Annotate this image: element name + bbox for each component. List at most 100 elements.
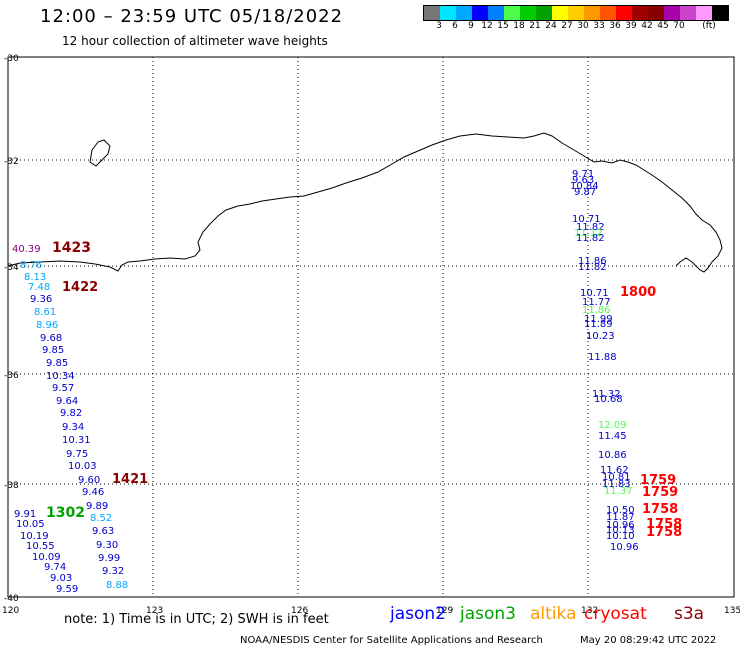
wave-height-value: 11.77 — [582, 297, 611, 308]
color-scale-label: 42 — [641, 21, 653, 31]
wave-height-value: 9.63 — [92, 526, 114, 537]
color-swatch — [424, 6, 440, 20]
color-scale-label: (ft) — [702, 21, 716, 31]
pass-time-label: 1758 — [642, 502, 678, 517]
color-swatch — [504, 6, 520, 20]
legend-jason3: jason3 — [460, 604, 516, 624]
wave-height-value: 9.30 — [96, 540, 118, 551]
pass-time-label: 1422 — [62, 280, 98, 295]
wave-height-value: 7.48 — [28, 282, 50, 293]
color-swatch — [600, 6, 616, 20]
wave-height-value: 11.89 — [584, 319, 613, 330]
wave-height-value: 10.71 — [580, 288, 609, 299]
wave-height-value: 9.74 — [44, 562, 66, 573]
pass-time-label: 1758 — [646, 525, 682, 540]
wave-height-value: 11.82 — [578, 262, 607, 273]
wave-height-value: 10.05 — [16, 519, 45, 530]
wave-height-value: 11.86 — [582, 305, 611, 316]
wave-height-value: 9.82 — [60, 408, 82, 419]
wave-height-value: 9.89 — [86, 501, 108, 512]
east-wave-points: 9.719.6310.849.8710.7111.8211.1211.8211.… — [570, 169, 639, 553]
pass-time-label: 1758 — [646, 517, 682, 532]
wave-height-value: 11.12 — [574, 228, 603, 239]
coastline — [7, 132, 723, 273]
axis-labels: -30 -32 -34 -36 -38 -40 120 123 126 129 … — [2, 54, 740, 616]
wave-height-value: 10.86 — [598, 450, 627, 461]
wave-height-value: 9.36 — [30, 294, 52, 305]
color-swatch — [568, 6, 584, 20]
wave-height-value: 9.85 — [42, 345, 64, 356]
pass-time-label: 1759 — [642, 485, 678, 500]
pass-time-label: 1800 — [620, 285, 656, 300]
x-label-126: 126 — [291, 606, 308, 616]
y-label-32: -32 — [4, 157, 19, 167]
wave-height-value: 9.64 — [56, 396, 78, 407]
wave-height-value: 11.82 — [576, 233, 605, 244]
y-label-36: -36 — [4, 371, 19, 381]
color-swatch — [680, 6, 696, 20]
wave-height-value: 9.71 — [572, 169, 594, 180]
wave-height-value: 11.32 — [592, 389, 621, 400]
wave-height-value: 10.55 — [26, 541, 55, 552]
pass-time-label: 1421 — [112, 472, 148, 487]
wave-height-value: 11.37 — [604, 486, 633, 497]
color-swatch — [472, 6, 488, 20]
color-swatch — [488, 6, 504, 20]
color-scale-label: 70 — [673, 21, 685, 31]
color-swatch — [440, 6, 456, 20]
wave-height-value: 9.85 — [46, 358, 68, 369]
color-scale-label: 21 — [529, 21, 541, 31]
color-swatch — [696, 6, 712, 20]
wave-height-value: 9.91 — [14, 509, 36, 520]
wave-height-value: 10.31 — [62, 435, 91, 446]
wave-height-value: 8.76 — [20, 260, 42, 271]
color-swatch — [632, 6, 648, 20]
y-label-30: -30 — [4, 54, 19, 64]
color-scale-bar — [423, 5, 729, 21]
wave-height-value: 9.34 — [62, 422, 84, 433]
wave-height-value: 8.13 — [24, 272, 46, 283]
color-swatch — [456, 6, 472, 20]
wave-height-value: 8.52 — [90, 513, 112, 524]
generated-timestamp: May 20 08:29:42 UTC 2022 — [580, 635, 717, 646]
wave-height-value: 11.88 — [588, 352, 617, 363]
wave-height-value: 10.50 — [606, 505, 635, 516]
color-swatch — [520, 6, 536, 20]
color-swatch — [648, 6, 664, 20]
wave-height-value: 10.96 — [606, 520, 635, 531]
wave-height-value: 11.82 — [576, 222, 605, 233]
color-scale-label: 15 — [497, 21, 509, 31]
wave-height-value: 10.96 — [610, 542, 639, 553]
color-scale-label: 36 — [609, 21, 621, 31]
wave-height-value: 9.75 — [66, 449, 88, 460]
color-scale-label: 9 — [468, 21, 474, 31]
wave-height-value: 10.19 — [20, 531, 49, 542]
wave-height-value: 9.87 — [574, 187, 596, 198]
x-label-129: 129 — [436, 606, 453, 616]
color-swatch — [616, 6, 632, 20]
map-subtitle: 12 hour collection of altimeter wave hei… — [62, 34, 328, 48]
wave-height-value: 11.99 — [584, 314, 613, 325]
map-title: 12:00 – 23:59 UTC 05/18/2022 — [40, 6, 344, 27]
color-scale-label: 45 — [657, 21, 669, 31]
color-scale-label: 27 — [561, 21, 573, 31]
wave-height-value: 10.81 — [602, 472, 631, 483]
small-island — [89, 139, 111, 167]
wave-height-value: 9.60 — [78, 475, 100, 486]
wave-height-value: 11.45 — [598, 431, 627, 442]
wave-height-value: 9.59 — [56, 584, 78, 595]
wave-height-value: 9.63 — [572, 175, 594, 186]
wave-height-value: 9.99 — [98, 553, 120, 564]
color-scale-labels: 3 6 9 12 15 18 21 24 27 30 33 36 39 42 45 70 (ft) — [423, 21, 740, 33]
y-label-40: -40 — [4, 594, 19, 604]
graticule — [8, 57, 734, 597]
color-swatch — [664, 6, 680, 20]
wave-height-value: 10.09 — [32, 552, 61, 563]
wave-height-value: 40.39 — [12, 244, 41, 255]
wave-height-value: 12.09 — [598, 420, 627, 431]
color-scale-label: 39 — [625, 21, 637, 31]
wave-height-value: 11.87 — [606, 512, 635, 523]
wave-height-value: 9.03 — [50, 573, 72, 584]
wave-height-value: 10.34 — [46, 371, 75, 382]
